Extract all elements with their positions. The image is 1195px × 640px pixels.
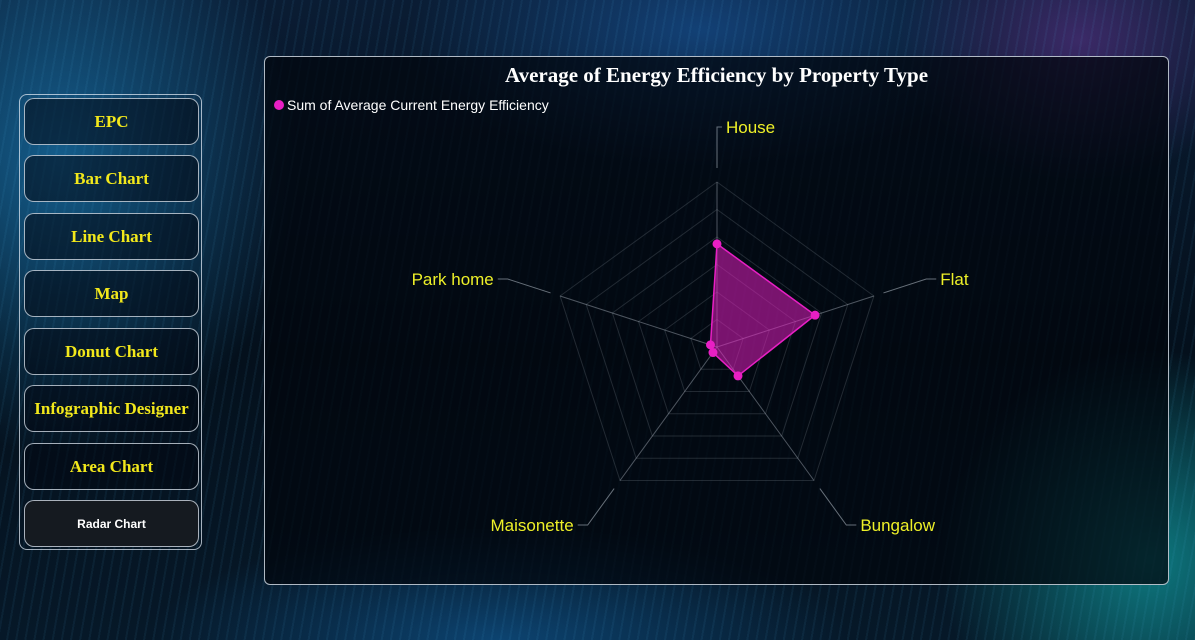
axis-label: Maisonette xyxy=(491,516,574,535)
axis-spoke xyxy=(559,295,718,348)
legend-label: Sum of Average Current Energy Efficiency xyxy=(287,97,549,113)
series-area[interactable] xyxy=(709,242,817,377)
chart-legend[interactable]: Sum of Average Current Energy Efficiency xyxy=(274,97,549,113)
chart-title: Average of Energy Efficiency by Property… xyxy=(504,63,929,87)
data-point[interactable] xyxy=(733,371,743,381)
nav-button-radar-chart[interactable]: Radar Chart xyxy=(24,500,199,547)
axis-label: House xyxy=(726,118,775,137)
data-point[interactable] xyxy=(705,340,715,350)
nav-button-line-chart[interactable]: Line Chart xyxy=(24,213,199,260)
radar-series[interactable] xyxy=(705,239,820,381)
nav-button-map[interactable]: Map xyxy=(24,270,199,317)
axis-label-leader xyxy=(883,278,937,294)
nav-button-bar-chart[interactable]: Bar Chart xyxy=(24,155,199,202)
axis-label-leader xyxy=(819,488,857,526)
radar-plot: House Flat Bungalow Maisonette Park home xyxy=(412,118,969,535)
axis-label-leader xyxy=(577,488,615,526)
radar-chart-visual: Average of Energy Efficiency by Property… xyxy=(264,56,1169,585)
nav-button-infographic-designer[interactable]: Infographic Designer xyxy=(24,385,199,432)
axis-label: Flat xyxy=(940,270,969,289)
nav-button-epc[interactable]: EPC xyxy=(24,98,199,145)
axis-spoke xyxy=(619,346,718,481)
grid-ring xyxy=(585,208,849,459)
data-point[interactable] xyxy=(712,239,722,249)
nav-button-area-chart[interactable]: Area Chart xyxy=(24,443,199,490)
nav-button-donut-chart[interactable]: Donut Chart xyxy=(24,328,199,375)
axis-label-leader xyxy=(497,278,551,294)
axis-label-leader xyxy=(716,126,722,168)
data-point[interactable] xyxy=(810,310,820,320)
grid-ring xyxy=(611,236,823,437)
grid-ring xyxy=(559,181,875,481)
axis-label: Bungalow xyxy=(860,516,935,535)
axis-label: Park home xyxy=(412,270,494,289)
data-point[interactable] xyxy=(708,348,718,358)
radar-axis-labels: House Flat Bungalow Maisonette Park home xyxy=(412,118,969,535)
report-navigation: EPC Bar Chart Line Chart Map Donut Chart… xyxy=(19,94,202,550)
legend-marker xyxy=(274,100,284,110)
